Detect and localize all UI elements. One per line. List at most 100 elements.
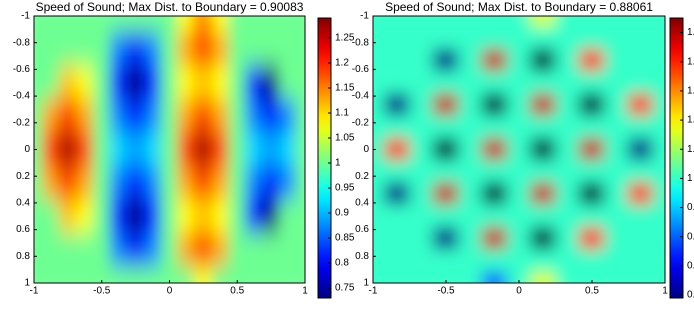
heat-cell bbox=[628, 271, 654, 283]
heat-cell bbox=[530, 182, 556, 206]
colorbar-tick-label: 1.25 bbox=[335, 33, 355, 44]
heat-cell bbox=[41, 199, 60, 234]
heat-cell bbox=[279, 16, 298, 34]
heat-cell bbox=[384, 71, 410, 95]
y-tick-label: 0.6 bbox=[355, 224, 369, 235]
heat-cell bbox=[211, 165, 230, 201]
y-tick-label: 0.8 bbox=[355, 251, 369, 262]
heat-cell bbox=[143, 32, 162, 67]
heat-cell bbox=[279, 199, 298, 234]
x-tick-label: 0 bbox=[167, 286, 173, 297]
heat-cell bbox=[41, 165, 60, 201]
heat-cell bbox=[555, 182, 581, 206]
colorbar-tick-label: 0.8 bbox=[335, 258, 349, 269]
heat-cell bbox=[384, 226, 410, 251]
heat-cell bbox=[109, 98, 128, 134]
colorbar-tick-label: 0.85 bbox=[335, 233, 355, 244]
heat-cell bbox=[211, 132, 230, 167]
heat-cell bbox=[262, 165, 281, 201]
heat-cell bbox=[373, 71, 386, 95]
heat-cell bbox=[628, 204, 654, 228]
y-tick-label: 0.2 bbox=[16, 171, 30, 182]
heat-cell bbox=[506, 204, 532, 228]
x-tick-label: 1 bbox=[662, 286, 668, 297]
heat-cell bbox=[433, 71, 459, 95]
heatmap bbox=[34, 16, 305, 283]
heat-cell bbox=[506, 16, 532, 28]
heat-cell bbox=[211, 232, 230, 267]
heat-cell bbox=[211, 98, 230, 134]
heat-cell bbox=[555, 204, 581, 228]
heat-cell bbox=[530, 137, 556, 162]
heat-cell bbox=[262, 16, 281, 34]
heat-cell bbox=[603, 226, 629, 251]
heat-cell bbox=[555, 115, 581, 139]
heat-cell bbox=[296, 32, 305, 67]
heat-cell bbox=[457, 48, 483, 73]
heat-cell bbox=[34, 32, 43, 67]
heat-cell bbox=[279, 32, 298, 67]
plot-area bbox=[34, 16, 305, 283]
heat-cell bbox=[555, 16, 581, 28]
x-tick-label: 1 bbox=[302, 286, 308, 297]
heat-cell bbox=[58, 16, 77, 34]
heat-cell bbox=[457, 16, 483, 28]
heat-cell bbox=[296, 16, 305, 34]
heat-cell bbox=[160, 165, 179, 201]
heat-cell bbox=[41, 265, 60, 283]
heat-cell bbox=[579, 160, 605, 184]
heat-cell bbox=[177, 232, 196, 267]
heat-cell bbox=[603, 115, 629, 139]
heat-cell bbox=[579, 115, 605, 139]
heat-cell bbox=[652, 93, 665, 117]
heat-cell bbox=[384, 16, 410, 28]
heat-cell bbox=[92, 32, 111, 67]
heat-cell bbox=[530, 115, 556, 139]
heat-cell bbox=[628, 26, 654, 50]
heat-cell bbox=[109, 165, 128, 201]
heat-cell bbox=[384, 182, 410, 206]
heat-cell bbox=[433, 160, 459, 184]
heat-cell bbox=[34, 199, 43, 234]
colorbar-tick-label: 1.15 bbox=[687, 86, 694, 97]
heat-cell bbox=[160, 98, 179, 134]
heat-cell bbox=[530, 93, 556, 117]
heat-cell bbox=[555, 48, 581, 73]
heat-cell bbox=[194, 32, 213, 67]
heat-cell bbox=[211, 65, 230, 100]
heat-cell bbox=[482, 48, 508, 73]
colorbar-tick-label: 0.85 bbox=[687, 261, 694, 272]
y-tick-label: -0.4 bbox=[352, 91, 370, 102]
heat-cell bbox=[409, 271, 435, 283]
heat-cell bbox=[409, 115, 435, 139]
colorbar bbox=[317, 17, 332, 299]
heatmap bbox=[373, 16, 665, 283]
heat-cell bbox=[506, 137, 532, 162]
heat-cell bbox=[555, 160, 581, 184]
heat-cell bbox=[41, 232, 60, 267]
heat-cell bbox=[228, 32, 247, 67]
heat-cell bbox=[160, 16, 179, 34]
heat-cell bbox=[530, 271, 556, 283]
heat-cell bbox=[628, 48, 654, 73]
heat-cell bbox=[194, 98, 213, 134]
heat-cell bbox=[579, 16, 605, 28]
heat-cell bbox=[143, 265, 162, 283]
heat-cell bbox=[126, 65, 145, 100]
heat-cell bbox=[126, 232, 145, 267]
heat-cell bbox=[143, 199, 162, 234]
heat-cell bbox=[211, 199, 230, 234]
colorbar-tick-label: 0.8 bbox=[687, 290, 694, 301]
heat-cell bbox=[211, 16, 230, 34]
heat-cell bbox=[41, 132, 60, 167]
heat-cell bbox=[652, 16, 665, 28]
heat-cell bbox=[652, 71, 665, 95]
heat-cell bbox=[506, 93, 532, 117]
heat-cell bbox=[194, 232, 213, 267]
heat-cell bbox=[603, 137, 629, 162]
heat-cell bbox=[530, 16, 556, 28]
y-tick-label: -0.8 bbox=[352, 37, 370, 48]
heat-cell bbox=[75, 165, 94, 201]
heat-cell bbox=[75, 132, 94, 167]
heat-cell bbox=[58, 232, 77, 267]
